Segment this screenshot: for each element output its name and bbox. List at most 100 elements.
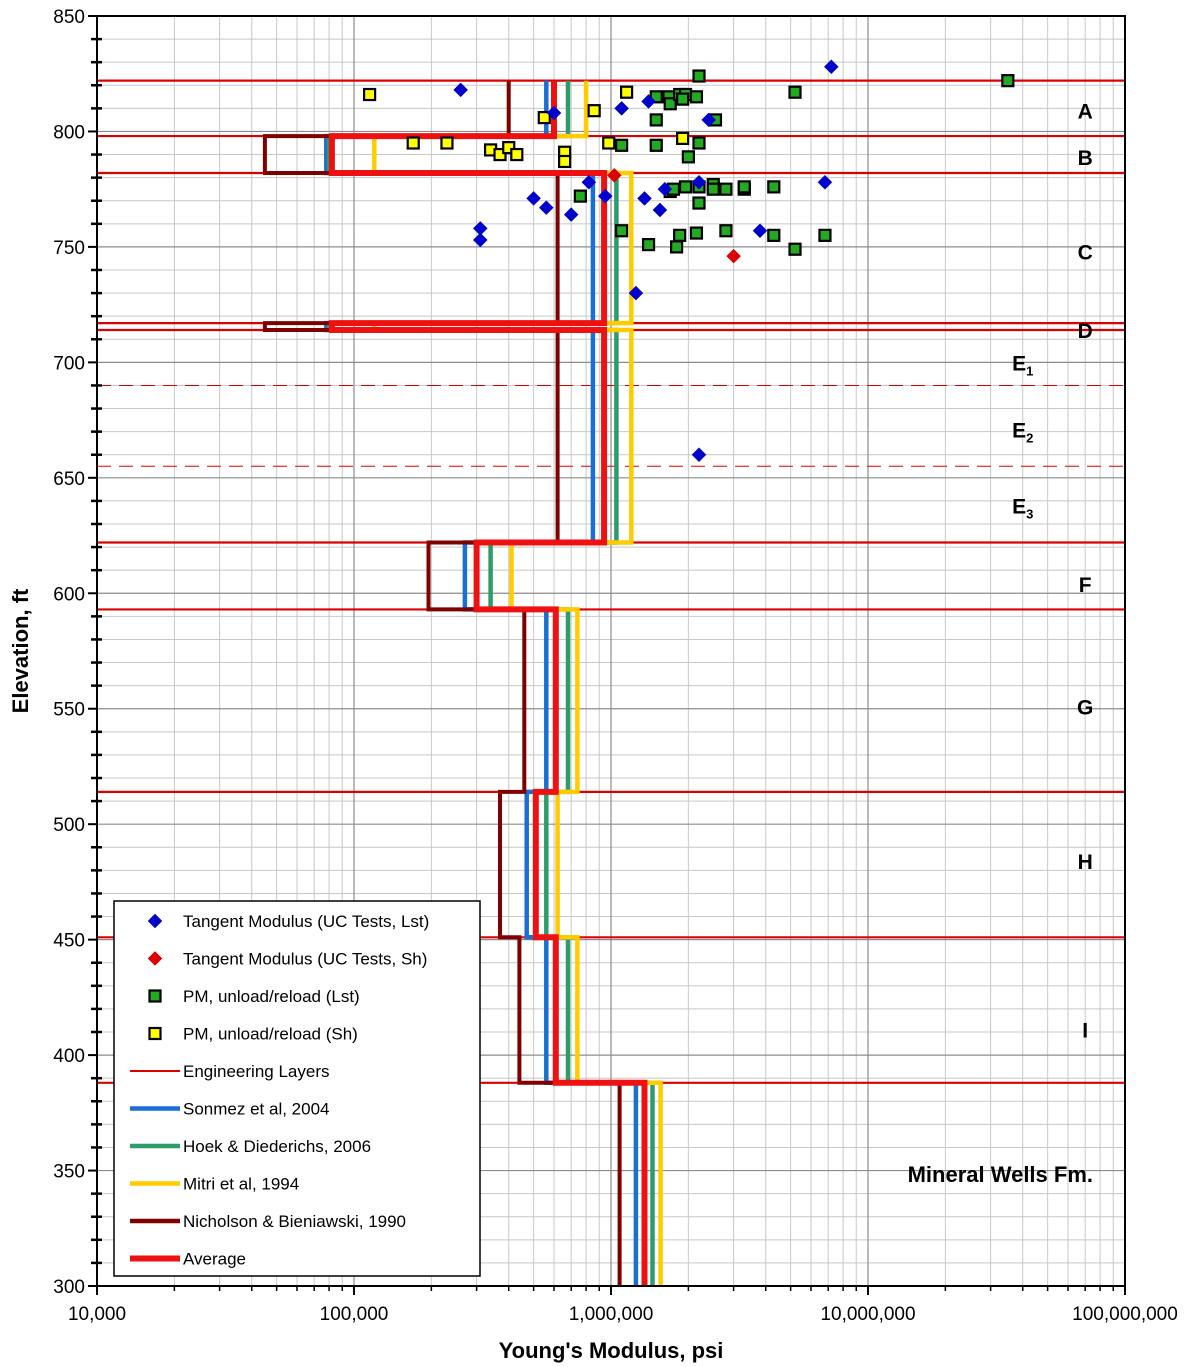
lst_tangent-point — [453, 82, 469, 98]
pm_lst-point — [706, 182, 720, 196]
x-axis-title: Young's Modulus, psi — [499, 1338, 724, 1363]
pm_sh-point — [676, 131, 690, 145]
plot-frame — [96, 15, 1126, 1287]
pm_lst-point — [673, 228, 687, 242]
formation-label: Mineral Wells Fm. — [908, 1162, 1093, 1187]
lst_tangent-point — [657, 181, 673, 197]
pm_lst-point — [767, 180, 781, 194]
layer-label: A — [1078, 101, 1093, 124]
sh_tangent-point — [606, 167, 622, 183]
legend-label: Tangent Modulus (UC Tests, Lst) — [183, 912, 429, 931]
layer-label-subscript: 1 — [1026, 363, 1033, 378]
pm_lst-point — [1001, 74, 1015, 88]
pm_lst-point — [692, 136, 706, 150]
x-tick-label: 100,000,000 — [1072, 1304, 1178, 1325]
pm_sh-point — [602, 136, 616, 150]
pm_lst-point — [719, 182, 733, 196]
lst_tangent-point — [701, 112, 717, 128]
sh_tangent-point — [726, 248, 741, 264]
y-tick-label: 800 — [53, 122, 85, 143]
y-tick-label: 450 — [53, 931, 85, 952]
tick-labels: 300 350 400 450 500 550 600 650 700 750 800 850 10,0… — [53, 7, 1178, 1325]
legend-label: Hoek & Diederichs, 2006 — [183, 1137, 371, 1156]
pm_lst-point — [663, 97, 677, 111]
layer-label: I — [1082, 1020, 1088, 1043]
lst_tangent-point — [563, 207, 579, 222]
layer-label: C — [1078, 242, 1093, 265]
pm_lst-point — [719, 224, 733, 238]
layer-label: F — [1079, 574, 1092, 597]
lst_tangent-point — [526, 191, 541, 206]
pm_lst-point — [573, 189, 587, 203]
legend-label: Mitri et al, 1994 — [183, 1175, 299, 1194]
layer-label-subscript: 3 — [1026, 507, 1033, 522]
legend-sh_tangent-swatch — [147, 951, 163, 966]
y-tick-label: 300 — [53, 1277, 85, 1298]
legend-label: Sonmez et al, 2004 — [183, 1100, 329, 1119]
lst_tangent-point — [546, 105, 562, 121]
lst_tangent-point — [817, 174, 833, 190]
lst_tangent-point — [597, 188, 613, 204]
x-tick-label: 1,000,000 — [569, 1304, 654, 1325]
pm_lst-point — [678, 180, 693, 194]
pm_sh-point — [440, 136, 454, 150]
lst_tangent-point — [691, 447, 707, 463]
pm_sh-point — [502, 141, 516, 155]
pm_lst-point — [689, 226, 704, 240]
pm_lst-point — [767, 228, 781, 242]
pm_lst-point — [649, 138, 663, 152]
legend-lst_tangent-swatch — [147, 913, 163, 929]
pm_lst-point — [670, 240, 684, 254]
lst_tangent-point — [614, 101, 629, 116]
pm_sh-point — [619, 85, 634, 99]
pm_lst-point — [649, 113, 663, 127]
lst_tangent-point — [823, 59, 839, 75]
layer-label: H — [1078, 851, 1093, 874]
layer-label: D — [1078, 320, 1093, 343]
y-axis-title: Elevation, ft — [8, 588, 33, 713]
lst_tangent-point — [637, 191, 652, 206]
y-tick-label: 500 — [53, 815, 85, 836]
pm_lst-point — [676, 92, 690, 106]
y-tick-label: 750 — [53, 238, 85, 259]
x-tick-label: 100,000 — [320, 1304, 389, 1325]
lst_tangent-point — [691, 174, 707, 190]
pm_sh-point — [537, 110, 551, 125]
x-tick-label: 10,000 — [68, 1304, 126, 1325]
pm_lst-point — [615, 224, 629, 238]
lst_tangent-point — [581, 174, 597, 190]
legend: Tangent Modulus (UC Tests, Lst) Tangent M… — [113, 900, 481, 1277]
legend-label: Nicholson & Bieniawski, 1990 — [183, 1212, 406, 1231]
lst_tangent-point — [752, 223, 768, 239]
y-tick-label: 700 — [53, 353, 85, 374]
lst_tangent-point — [652, 202, 668, 218]
average-profile-line — [328, 80, 648, 1286]
pm_lst-point — [737, 180, 751, 194]
lst_tangent-point — [641, 94, 656, 109]
y-tick-label: 350 — [53, 1162, 85, 1183]
pm_lst-point — [689, 90, 704, 104]
pm_lst-point — [692, 196, 706, 210]
x-tick-label: 10,000,000 — [820, 1304, 915, 1325]
y-tick-label: 400 — [53, 1046, 85, 1067]
layer-label: B — [1078, 147, 1093, 170]
pm_lst-point — [818, 228, 832, 242]
y-tick-label: 600 — [53, 584, 85, 605]
y-tick-label: 650 — [53, 469, 85, 490]
legend-label: PM, unload/reload (Sh) — [183, 1025, 358, 1044]
layer-label: G — [1077, 696, 1093, 719]
y-tick-label: 550 — [53, 700, 85, 721]
legend-box — [113, 900, 481, 1277]
pm_sh-point — [493, 147, 507, 162]
pm_lst-point — [681, 150, 695, 164]
pm_lst-point — [788, 85, 802, 99]
pm_sh-point — [406, 136, 420, 150]
pm_sh-point — [362, 87, 377, 102]
legend-label: Engineering Layers — [183, 1062, 329, 1081]
pm_sh-point — [587, 104, 601, 118]
legend-pm_sh-swatch — [148, 1026, 162, 1041]
lst_tangent-point — [472, 232, 488, 248]
legend-label: Tangent Modulus (UC Tests, Sh) — [183, 950, 427, 969]
modulus-profiles — [262, 80, 663, 1286]
pm_sh-point — [510, 147, 524, 162]
